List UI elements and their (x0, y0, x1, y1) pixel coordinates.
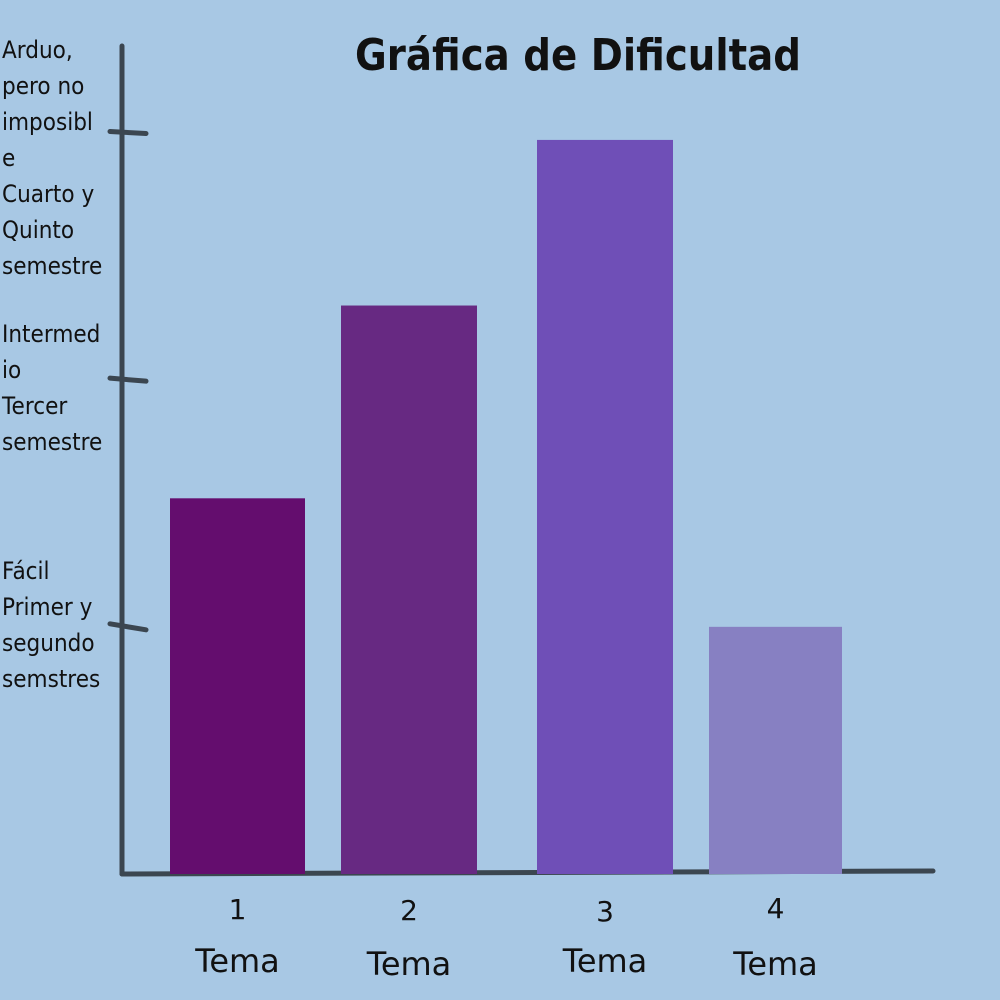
bar-tema-1 (170, 498, 305, 874)
y-tick-label: Intermed io Tercer semestre (2, 316, 110, 460)
y-tick-label-line: pero no (2, 72, 85, 100)
bar-tema-2 (341, 305, 477, 874)
y-tick-label-line: Cuarto y (2, 180, 95, 208)
y-tick-label-line: Intermed (2, 319, 101, 348)
y-tick-mark (107, 621, 149, 633)
y-tick-label-line: imposibl (2, 108, 93, 136)
y-tick-label-line: Quinto (2, 216, 75, 244)
bar-group (170, 139, 842, 875)
x-tick-number: 3 (596, 895, 614, 928)
y-tick-label-line: Tercer (2, 391, 68, 420)
bar-tema-3 (537, 139, 673, 875)
x-tick-label: Tema (366, 945, 452, 983)
x-tick-number: 1 (228, 893, 247, 926)
y-tick-label-line: semstres (2, 664, 101, 693)
y-tick-label-line: segundo (2, 628, 95, 657)
y-tick-label-line: Arduo, (2, 36, 73, 64)
x-tick-label: Tema (562, 942, 648, 980)
y-tick-mark (107, 375, 149, 384)
y-tick-label-line: e (2, 144, 16, 172)
bar-tema-4 (709, 626, 842, 874)
y-tick-mark (107, 129, 149, 137)
x-tick-number: 2 (400, 894, 418, 927)
x-tick-number: 4 (766, 892, 785, 925)
x-tick-label: Tema (733, 945, 818, 983)
x-tick-label: Tema (195, 942, 280, 980)
y-tick-label-line: io (2, 355, 22, 384)
y-tick-label: Fácil Primer y segundo semstres (2, 553, 110, 697)
y-tick-group (107, 129, 149, 633)
y-tick-label-line: semestre (2, 427, 103, 456)
y-tick-label-line: semestre (2, 252, 103, 280)
y-tick-label: Arduo, pero no imposibl e Cuarto y Quinto seme… (2, 32, 110, 284)
y-tick-label-line: Fácil (2, 556, 50, 585)
y-tick-label-line: Primer y (2, 592, 93, 621)
